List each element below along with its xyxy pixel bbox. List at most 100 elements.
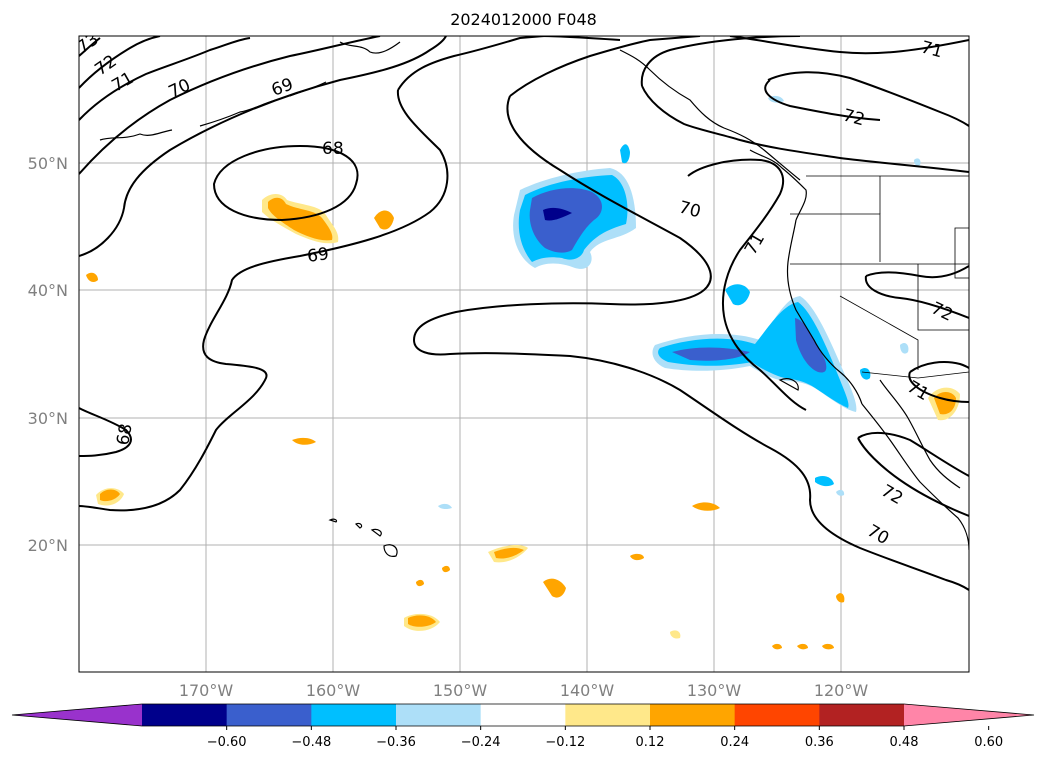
anomaly-region-orange-16 [797, 643, 808, 650]
contour-lines [79, 36, 969, 591]
colorbar-segment [480, 704, 566, 726]
contour-72-south-loop [857, 432, 969, 517]
lat-tick-20: 20°N [28, 536, 68, 555]
colorbar-segment [142, 704, 228, 726]
colorbar-tick-label: 0.60 [974, 735, 1003, 750]
map-frame [78, 35, 970, 673]
lon-tick-170w: 170°W [179, 681, 234, 700]
colorbar-tick-label: −0.12 [545, 735, 585, 750]
coastline-island-small-1 [778, 378, 799, 391]
lon-tick-labels: 170°W 160°W 150°W 140°W 130°W 120°W [179, 681, 869, 700]
colorbar: −0.60 −0.48 −0.36 −0.24 −0.12 0.12 0.24 0.36 0.4… [11, 703, 1035, 750]
lon-tick-140w: 140°W [560, 681, 615, 700]
anomaly-region-blue-coastal-inner [672, 347, 750, 361]
lon-tick-120w: 120°W [814, 681, 869, 700]
contour-69-loop [79, 36, 545, 512]
coastlines [99, 41, 969, 557]
anomaly-region-orange-3 [86, 272, 98, 283]
lon-tick-160w: 160°W [306, 681, 361, 700]
colorbar-segment [819, 704, 905, 726]
contour-72-west [79, 36, 161, 89]
anomaly-region-orange-8 [543, 578, 566, 598]
colorbar-tick-label: −0.60 [207, 735, 247, 750]
anomaly-region-blue-small-2 [620, 144, 630, 164]
anomaly-region-orange-2 [374, 210, 394, 230]
anomaly-region-orange-11 [416, 579, 424, 587]
anomaly-region-orange-9 [692, 502, 720, 511]
anomaly-region-orange-6-inner [408, 615, 436, 627]
anomaly-region-orange-4-inner [100, 489, 120, 502]
colorbar-extend-low [12, 704, 142, 726]
anomaly-region-blue-small-4 [900, 342, 909, 354]
coastline-baja [861, 403, 969, 551]
contour-73 [79, 37, 101, 57]
colorbar-segment [396, 704, 482, 726]
colorbar-segment [226, 704, 312, 726]
anomaly-region-blue-small-5 [860, 367, 871, 380]
anomaly-region-orange-15 [772, 643, 782, 650]
border-states-6 [954, 227, 969, 279]
contour-69-north [79, 36, 447, 257]
coastline-hawaii-3 [370, 528, 382, 537]
anomaly-region-blue-small-8 [914, 158, 921, 166]
colorbar-tick-label: 0.24 [720, 735, 749, 750]
coastline-alaska-south [99, 41, 401, 141]
coastline-british-columbia [749, 149, 807, 221]
colorbar-tick-label: 0.48 [890, 735, 919, 750]
anomaly-region-blue-coastal-inner2 [795, 318, 827, 373]
colorbar-tick-label: 0.36 [805, 735, 834, 750]
anomaly-region-blue-central-core [543, 207, 572, 221]
contour-72-southeast [864, 265, 969, 319]
contour-71-northeast [729, 36, 969, 55]
anomaly-region-blue-small-9 [836, 489, 845, 496]
anomaly-region-orange-14 [836, 593, 845, 603]
anomaly-region-blue-small-1 [725, 284, 750, 306]
lat-tick-30: 30°N [28, 409, 68, 428]
coastline-hawaii-2 [354, 522, 363, 529]
coastline-hawaii-4 [383, 544, 398, 557]
border-us-mexico [861, 371, 969, 379]
lat-tick-50: 50°N [28, 154, 68, 173]
contour-72-east [764, 71, 969, 127]
colorbar-segment [650, 704, 736, 726]
anomaly-region-orange-5 [292, 437, 316, 445]
contour-71-southeast [908, 361, 969, 403]
map-title: 2024012000 F048 [450, 10, 597, 29]
contour-71-west [79, 37, 251, 121]
contour-70-loop-east [687, 158, 807, 411]
contour-label-68-loop: 68 [322, 139, 344, 159]
colorbar-segment [565, 704, 651, 726]
anomaly-region-orange-12 [442, 565, 450, 573]
lon-tick-130w: 130°W [687, 681, 742, 700]
colorbar-tick-label: 0.12 [636, 735, 665, 750]
contour-label-68-south: 68 [113, 422, 136, 447]
contour-70-central [412, 36, 969, 591]
anomaly-region-blue-small-6 [438, 503, 452, 510]
anomaly-region-orange-17 [822, 643, 834, 650]
contour-68-south [79, 407, 132, 457]
anomaly-region-blue-central-inner [529, 188, 602, 253]
lat-tick-labels: 50°N 40°N 30°N 20°N [28, 154, 68, 555]
lat-tick-40: 40°N [28, 281, 68, 300]
coastline-alaska-panhandle [619, 49, 801, 181]
colorbar-tick-label: −0.36 [376, 735, 416, 750]
colorbar-segment [734, 704, 820, 726]
lon-tick-150w: 150°W [433, 681, 488, 700]
anomaly-region-orange-7-inner [494, 547, 524, 559]
border-states-5 [917, 264, 969, 331]
borders [790, 175, 969, 379]
contour-68-loop [212, 144, 359, 222]
coastline-hawaii-1 [328, 518, 338, 523]
coastline-baja-gulf [879, 379, 961, 489]
colorbar-segment [311, 704, 397, 726]
contour-label-69-loop: 69 [306, 244, 330, 267]
contour-70-west [79, 36, 381, 175]
anomaly-region-orange-13 [670, 630, 681, 639]
colorbar-tick-label: −0.24 [461, 735, 501, 750]
border-states-4 [839, 295, 919, 370]
coastline-west-coast-us [786, 219, 863, 405]
colorbar-extend-high [904, 704, 1034, 726]
anomaly-region-orange-10 [630, 553, 644, 561]
anomaly-region-blue-small-3 [815, 476, 834, 487]
